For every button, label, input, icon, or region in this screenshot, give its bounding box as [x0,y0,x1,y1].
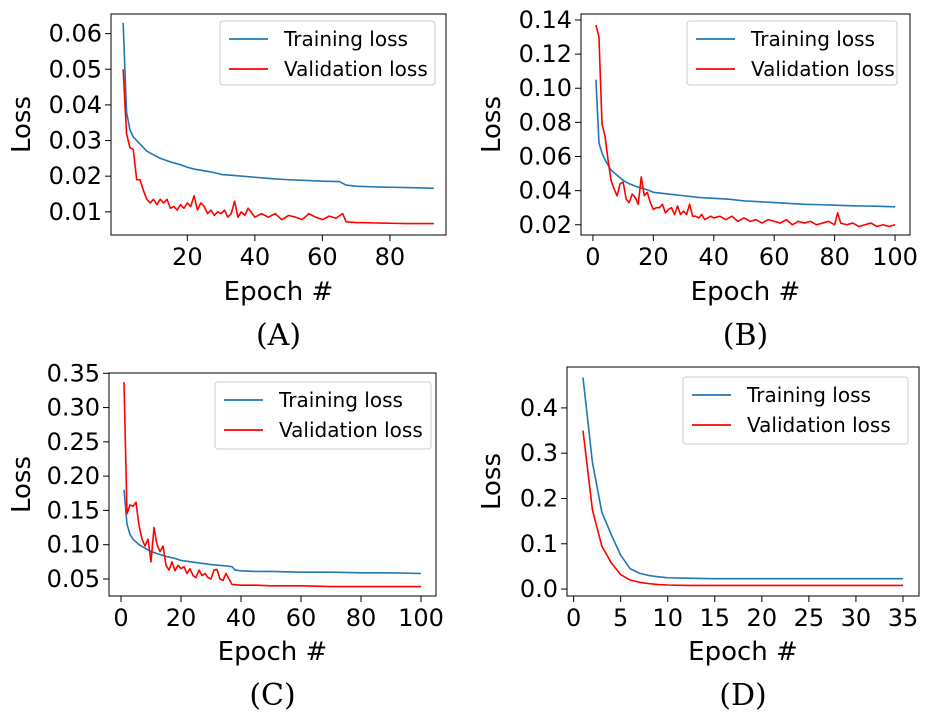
x-tick-label: 80 [346,604,377,632]
x-tick-label: 20 [166,604,197,632]
legend-label: Training loss [283,27,408,51]
y-tick-label: 0.3 [520,439,558,467]
y-tick-label: 0.05 [49,55,102,83]
series-line-training [122,22,434,190]
y-tick-label: 0.06 [49,20,102,48]
y-axis-title: Loss [7,456,37,513]
y-tick-label: 0.15 [47,496,100,524]
y-tick-label: 0.12 [519,40,572,68]
plot-frame [566,366,920,597]
y-tick-label: 0.04 [519,177,572,205]
legend: Training loss Validation loss [686,20,898,86]
legend-label: Training loss [278,388,403,412]
panel-a: 20 40 60 80 0.01 0.02 0.03 0.04 0.05 0.06 Epoch # L… [7,13,447,353]
series-line-training [582,377,903,580]
y-tick-label: 0.04 [49,91,102,119]
y-tick-label: 0.14 [519,6,572,34]
series-line-validation [122,69,434,225]
y-tick-label: 0.10 [47,531,100,559]
y-tick-label: 0.35 [47,359,100,387]
panel-caption: (B) [723,318,768,353]
legend-box [214,381,432,450]
y-axis-title: Loss [7,96,37,153]
legend-box [686,20,898,86]
x-tick-label: 40 [240,243,271,271]
x-tick-label: 25 [794,604,825,632]
x-tick-label: 20 [638,243,669,271]
legend-box [219,20,436,86]
x-tick-label: 100 [872,243,918,271]
panel-caption: (D) [719,678,766,713]
y-tick-label: 0.20 [47,462,100,490]
series-line-validation [123,382,421,588]
legend-label: Validation loss [751,57,895,81]
plot-frame [108,372,437,597]
x-tick-label: 80 [819,243,850,271]
legend-box [682,376,909,445]
x-tick-label: 60 [759,243,790,271]
y-tick-label: 0.06 [519,142,572,170]
plot-frame [580,13,911,236]
panel-caption: (C) [249,678,295,713]
x-tick-label: 10 [652,604,683,632]
y-tick-label: 0.05 [47,565,100,593]
y-tick-label: 0.25 [47,428,100,456]
x-tick-label: 20 [747,604,778,632]
x-tick-label: 35 [888,604,919,632]
y-tick-label: 0.02 [519,211,572,239]
plot-frame [110,13,447,236]
x-tick-label: 60 [286,604,317,632]
legend-label: Validation loss [284,57,428,81]
panel-d: 0 5 10 15 20 25 30 35 0.0 0.1 0.2 0.3 0.4 Epoch # Loss… [477,366,920,713]
legend: Training loss Validation loss [682,376,909,445]
x-tick-label: 0 [566,604,581,632]
y-tick-label: 0.0 [520,575,558,603]
legend: Training loss Validation loss [219,20,436,86]
y-axis-title: Loss [477,96,507,153]
x-axis-title: Epoch # [691,277,801,307]
y-axis-title: Loss [477,453,507,510]
x-axis-title: Epoch # [688,637,798,667]
x-axis-title: Epoch # [218,637,328,667]
x-tick-label: 40 [699,243,730,271]
legend-label: Training loss [750,27,875,51]
x-tick-label: 20 [172,243,203,271]
series-line-validation [595,24,896,228]
legend-label: Training loss [746,383,871,407]
y-tick-label: 0.02 [49,162,102,190]
y-tick-label: 0.1 [520,530,558,558]
y-tick-label: 0.10 [519,74,572,102]
panel-b: 0 20 40 60 80 100 0.02 0.04 0.06 0.08 0.10 0.12 0.14… [477,6,918,353]
x-axis-title: Epoch # [224,277,334,307]
legend-label: Validation loss [279,418,423,442]
legend: Training loss Validation loss [214,381,432,450]
series-line-training [123,489,422,575]
y-tick-label: 0.08 [519,108,572,136]
x-tick-label: 0 [585,243,600,271]
x-tick-label: 60 [307,243,338,271]
panel-caption: (A) [256,318,301,353]
x-tick-label: 80 [375,243,406,271]
x-tick-label: 30 [841,604,872,632]
x-tick-label: 15 [699,604,730,632]
y-tick-label: 0.03 [49,127,102,155]
y-tick-label: 0.4 [520,394,558,422]
legend-label: Validation loss [747,413,891,437]
x-tick-label: 5 [613,604,628,632]
x-tick-label: 40 [226,604,257,632]
series-line-validation [582,430,903,587]
panel-c: 0 20 40 60 80 100 0.05 0.10 0.15 0.20 0.25 0.30 0.35… [7,359,444,713]
x-tick-label: 100 [398,604,444,632]
x-tick-label: 0 [113,604,128,632]
y-tick-label: 0.01 [49,198,102,226]
y-tick-label: 0.30 [47,394,100,422]
y-tick-label: 0.2 [520,484,558,512]
